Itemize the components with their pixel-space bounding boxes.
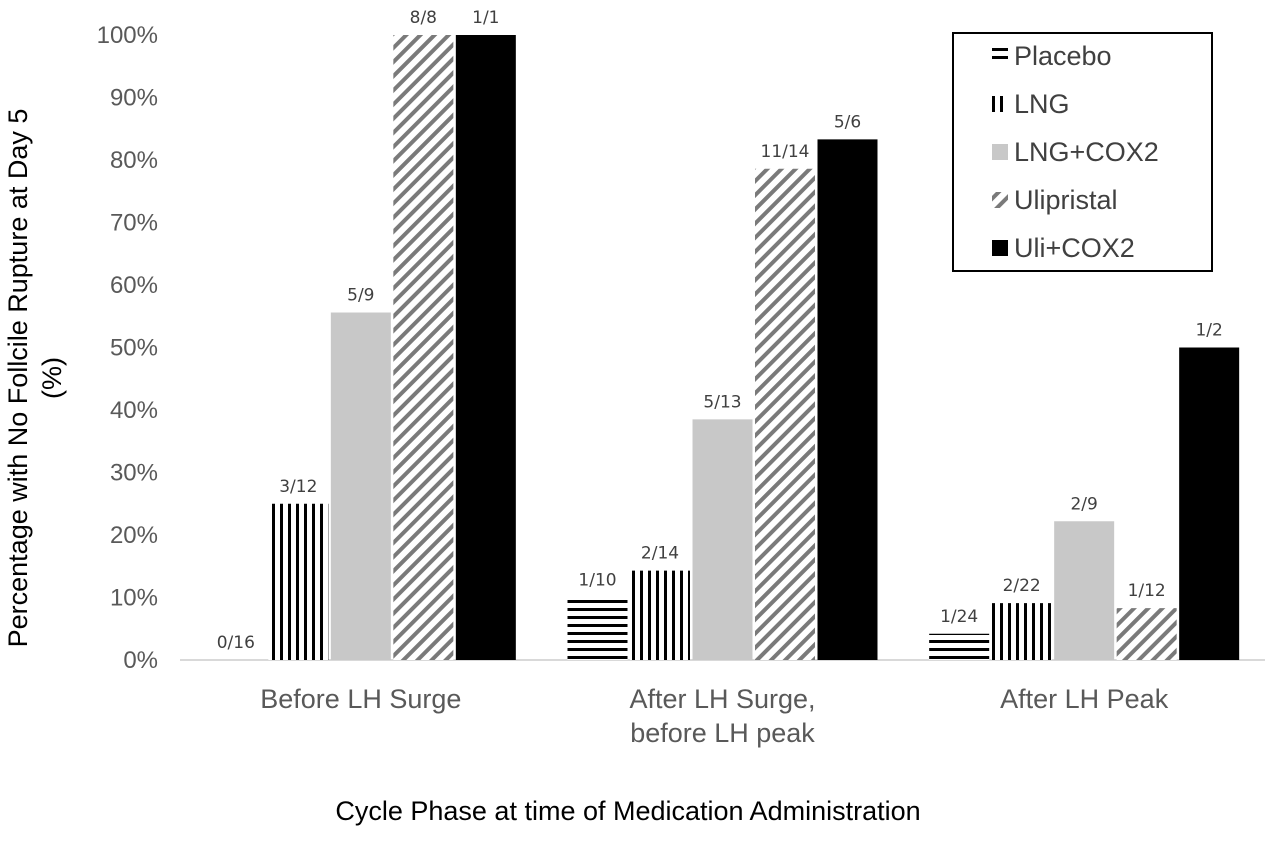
legend-label-lng: LNG — [1014, 89, 1070, 119]
bar-uli-cox2-2 — [817, 139, 878, 660]
data-label-ulipristal-2: 11/14 — [761, 142, 810, 162]
x-category-label: After LH Surge, — [629, 684, 815, 714]
data-label-ulipristal-3: 1/12 — [1128, 581, 1166, 601]
bar-ulipristal-3 — [1116, 608, 1177, 660]
data-label-lng-1: 3/12 — [279, 477, 317, 497]
y-axis: 0% 10% 20% 30% 40% 50% 60% 70% 80% 90% 100% — [97, 22, 158, 674]
bar-lng-cox2-1 — [330, 312, 391, 660]
data-label-placebo-3: 1/24 — [940, 607, 978, 627]
bar-lng-2 — [630, 570, 690, 660]
y-tick-label: 100% — [97, 22, 158, 49]
data-label-placebo-2: 1/10 — [578, 571, 616, 591]
axis-titles: Cycle Phase at time of Medication Admini… — [3, 109, 921, 826]
data-label-lng-cox2-3: 2/9 — [1070, 494, 1097, 514]
bar-placebo-2 — [567, 597, 628, 660]
legend-swatch-lng-cox2 — [992, 144, 1008, 160]
bar-uli-cox2-1 — [455, 35, 516, 660]
legend-swatch-lng — [992, 96, 1008, 112]
y-axis-title-line: (%) — [37, 357, 67, 399]
data-label-placebo-1: 0/16 — [217, 633, 255, 653]
legend-label-uli-cox2: Uli+COX2 — [1014, 233, 1135, 263]
legend-label-placebo: Placebo — [1014, 41, 1112, 71]
data-label-uli-cox2-1: 1/1 — [472, 8, 499, 28]
data-label-lng-cox2-1: 5/9 — [347, 286, 374, 306]
x-category-label: After LH Peak — [1000, 684, 1169, 714]
y-tick-label: 50% — [110, 335, 158, 362]
bar-lng-1 — [268, 503, 329, 660]
legend-swatch-placebo — [992, 48, 1008, 64]
legend: Placebo LNG LNG+COX2 Ulipristal Uli+COX2 — [952, 32, 1213, 272]
y-axis-title-line: Percentage with No Follcile Rupture at D… — [3, 109, 33, 648]
legend-swatch-ulipristal — [992, 192, 1008, 208]
y-tick-label: 20% — [110, 522, 158, 549]
y-axis-title: Percentage with No Follcile Rupture at D… — [3, 109, 67, 648]
data-label-uli-cox2-3: 1/2 — [1195, 321, 1222, 341]
y-tick-label: 90% — [110, 85, 158, 112]
data-label-uli-cox2-2: 5/6 — [834, 112, 861, 132]
x-axis-title: Cycle Phase at time of Medication Admini… — [335, 796, 920, 826]
y-tick-label: 30% — [110, 460, 158, 487]
bar-lng-3 — [991, 603, 1052, 660]
bar-uli-cox2-3 — [1179, 347, 1240, 660]
bar-ulipristal-2 — [755, 168, 815, 660]
x-category-label: before LH peak — [630, 718, 815, 748]
bar-lng-cox2-2 — [692, 419, 753, 660]
y-tick-label: 80% — [110, 147, 158, 174]
data-label-lng-3: 2/22 — [1003, 576, 1041, 596]
data-labels-group: 0/16 3/12 5/9 8/8 1/1 1/10 2/14 5/13 11/14 5/6 1/2… — [217, 8, 1223, 653]
bar-placebo-3 — [929, 633, 990, 660]
bar-lng-cox2-3 — [1054, 521, 1115, 660]
x-axis: Before LH Surge After LH Surge, before LH … — [180, 659, 1265, 748]
bar-ulipristal-1 — [393, 35, 454, 660]
y-tick-label: 0% — [123, 647, 158, 674]
y-tick-label: 10% — [110, 585, 158, 612]
data-label-ulipristal-1: 8/8 — [410, 8, 437, 28]
data-label-lng-2: 2/14 — [641, 544, 679, 564]
data-label-lng-cox2-2: 5/13 — [703, 392, 741, 412]
legend-label-lng-cox2: LNG+COX2 — [1014, 137, 1159, 167]
bars-group — [268, 35, 1240, 660]
legend-label-ulipristal: Ulipristal — [1014, 185, 1118, 215]
y-tick-label: 60% — [110, 272, 158, 299]
x-category-label: Before LH Surge — [260, 684, 461, 714]
y-tick-label: 70% — [110, 210, 158, 237]
legend-swatch-uli-cox2 — [992, 240, 1008, 256]
y-tick-label: 40% — [110, 397, 158, 424]
